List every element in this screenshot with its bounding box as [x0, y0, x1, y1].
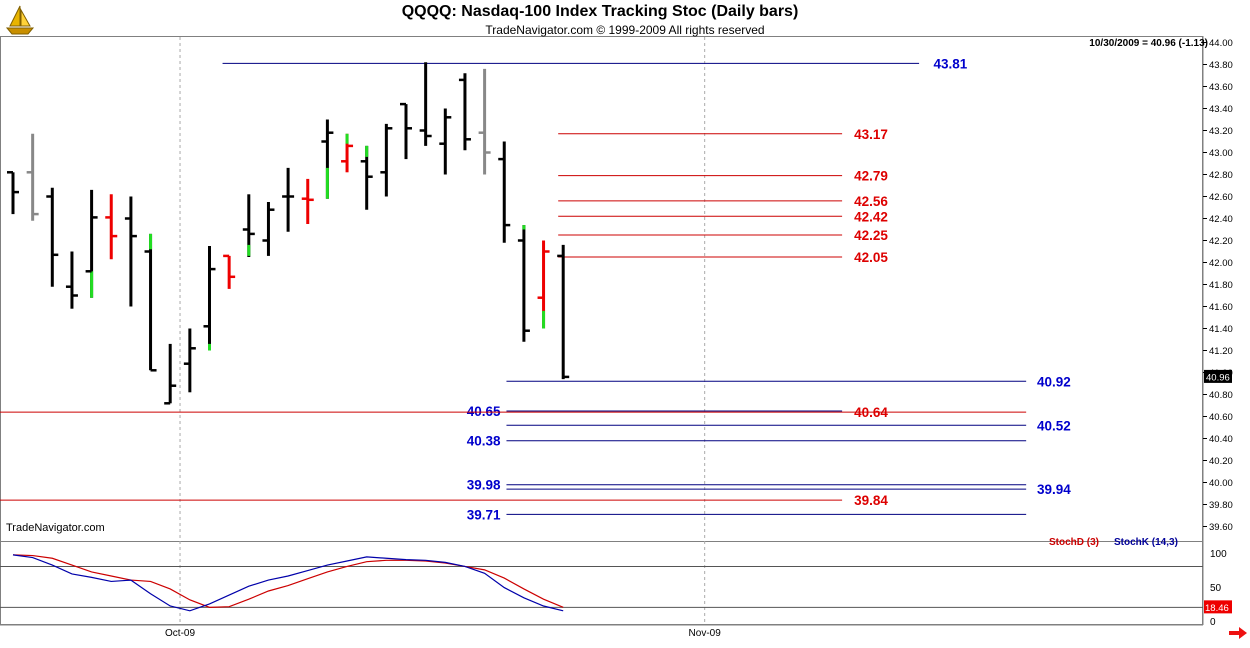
level-label-40-65: 40.65 — [467, 404, 501, 419]
ohlc-bar — [400, 102, 412, 160]
ohlc-bar — [262, 202, 275, 256]
stoch-panel: 100 50 0 18.46 — [0, 549, 1232, 628]
stoch-d-legend: StochD (3) — [1049, 537, 1099, 548]
level-label-39-84: 39.84 — [854, 493, 888, 508]
red-right-arrow-icon[interactable] — [1228, 627, 1248, 639]
price-tick-label: 41.40 — [1209, 324, 1233, 335]
stoch-tick-label: 50 — [1210, 583, 1222, 594]
stoch-tick-label: 100 — [1210, 549, 1227, 560]
level-label-43-17: 43.17 — [854, 127, 888, 142]
price-tick-label: 39.60 — [1209, 522, 1233, 533]
level-label-40-52: 40.52 — [1037, 418, 1071, 433]
date-tick-label: Oct-09 — [165, 628, 195, 639]
stoch-k-legend: StochK (14,3) — [1114, 537, 1178, 548]
level-label-40-64: 40.64 — [854, 405, 888, 420]
price-tick-label: 42.20 — [1209, 236, 1233, 247]
price-tick-label: 42.40 — [1209, 214, 1233, 225]
price-tick-label: 42.60 — [1209, 192, 1233, 203]
level-label-42-42: 42.42 — [854, 209, 888, 224]
ohlc-bar — [26, 133, 39, 221]
ohlc-bar — [498, 141, 511, 243]
ohlc-bar — [282, 167, 295, 232]
level-label-40-92: 40.92 — [1037, 374, 1071, 389]
price-tick-label: 40.80 — [1209, 390, 1233, 401]
price-tick-label: 41.80 — [1209, 280, 1233, 291]
level-label-42-05: 42.05 — [854, 250, 888, 265]
level-label-40-38: 40.38 — [467, 434, 501, 449]
ohlc-bar — [537, 240, 550, 329]
price-tick-label: 44.00 — [1209, 38, 1233, 49]
date-axis: Oct-09 Nov-09 — [165, 628, 721, 639]
price-tick-label: 42.00 — [1209, 258, 1233, 269]
chart-subtitle: TradeNavigator.com © 1999-2009 All right… — [485, 23, 765, 37]
watermark-text: TradeNavigator.com — [6, 522, 105, 534]
last-price-box — [1204, 369, 1232, 383]
chart-title: QQQQ: Nasdaq-100 Index Tracking Stoc (Da… — [401, 3, 799, 20]
ohlc-bar — [458, 73, 471, 151]
ohlc-bars — [7, 62, 570, 405]
price-tick-label: 42.80 — [1209, 170, 1233, 181]
price-tick-label: 40.20 — [1209, 456, 1233, 467]
ohlc-bar — [65, 251, 78, 309]
price-axis: 44.00 43.80 43.60 43.40 43.20 43.00 42.80 42.60… — [1203, 38, 1233, 533]
ohlc-bar — [85, 189, 98, 298]
ohlc-bar — [164, 343, 177, 405]
level-label-39-98: 39.98 — [467, 478, 501, 493]
ohlc-bar — [203, 246, 216, 351]
ohlc-bar — [360, 145, 373, 210]
ohlc-bar — [7, 171, 19, 215]
sailboat-logo-icon[interactable] — [4, 4, 36, 36]
stoch-k-line — [12, 554, 564, 612]
stoch-last-label: 18.46 — [1205, 603, 1229, 614]
level-label-39-71: 39.71 — [467, 507, 501, 522]
ohlc-bar — [517, 225, 530, 342]
stoch-panel-frame — [0, 541, 1203, 625]
level-label-43-81: 43.81 — [934, 56, 968, 71]
price-tick-label: 40.00 — [1209, 478, 1233, 489]
price-tick-label: 41.60 — [1209, 302, 1233, 313]
last-price-label: 40.96 — [1206, 372, 1230, 383]
price-tick-label: 41.20 — [1209, 346, 1233, 357]
price-tick-label: 43.40 — [1209, 104, 1233, 115]
ohlc-bar — [478, 68, 491, 175]
ohlc-bar — [380, 123, 393, 197]
date-gridlines — [179, 37, 706, 625]
price-tick-label: 43.80 — [1209, 60, 1233, 71]
price-tick-label: 39.80 — [1209, 500, 1233, 511]
price-tick-label: 40.60 — [1209, 412, 1233, 423]
ohlc-bar — [144, 233, 157, 372]
ohlc-bar — [105, 194, 118, 260]
ohlc-bar — [439, 108, 452, 175]
ohlc-bar — [46, 187, 59, 287]
level-label-42-56: 42.56 — [854, 194, 888, 209]
level-label-39-94: 39.94 — [1037, 482, 1071, 497]
stoch-last-box — [1204, 600, 1232, 614]
ohlc-bar — [223, 254, 236, 289]
stoch-tick-label: 0 — [1210, 617, 1216, 628]
price-tick-label: 40.40 — [1209, 434, 1233, 445]
level-label-42-79: 42.79 — [854, 169, 888, 184]
ohlc-bar — [557, 244, 570, 380]
ohlc-bar — [183, 328, 196, 393]
price-tick-label: 43.20 — [1209, 126, 1233, 137]
ohlc-bar — [341, 133, 354, 173]
price-tick-label: 43.00 — [1209, 148, 1233, 159]
price-tick-label: 43.60 — [1209, 82, 1233, 93]
ohlc-bar — [321, 119, 334, 199]
ohlc-bar — [124, 196, 137, 307]
stoch-d-line — [12, 554, 564, 608]
ohlc-bar — [301, 178, 314, 224]
price-readout: 10/30/2009 = 40.96 (-1.13) — [1089, 38, 1208, 49]
date-tick-label: Nov-09 — [689, 628, 722, 639]
level-label-42-25: 42.25 — [854, 228, 888, 243]
price-panel-frame — [0, 36, 1203, 542]
ohlc-bar — [419, 62, 432, 146]
ohlc-bar — [242, 194, 255, 257]
